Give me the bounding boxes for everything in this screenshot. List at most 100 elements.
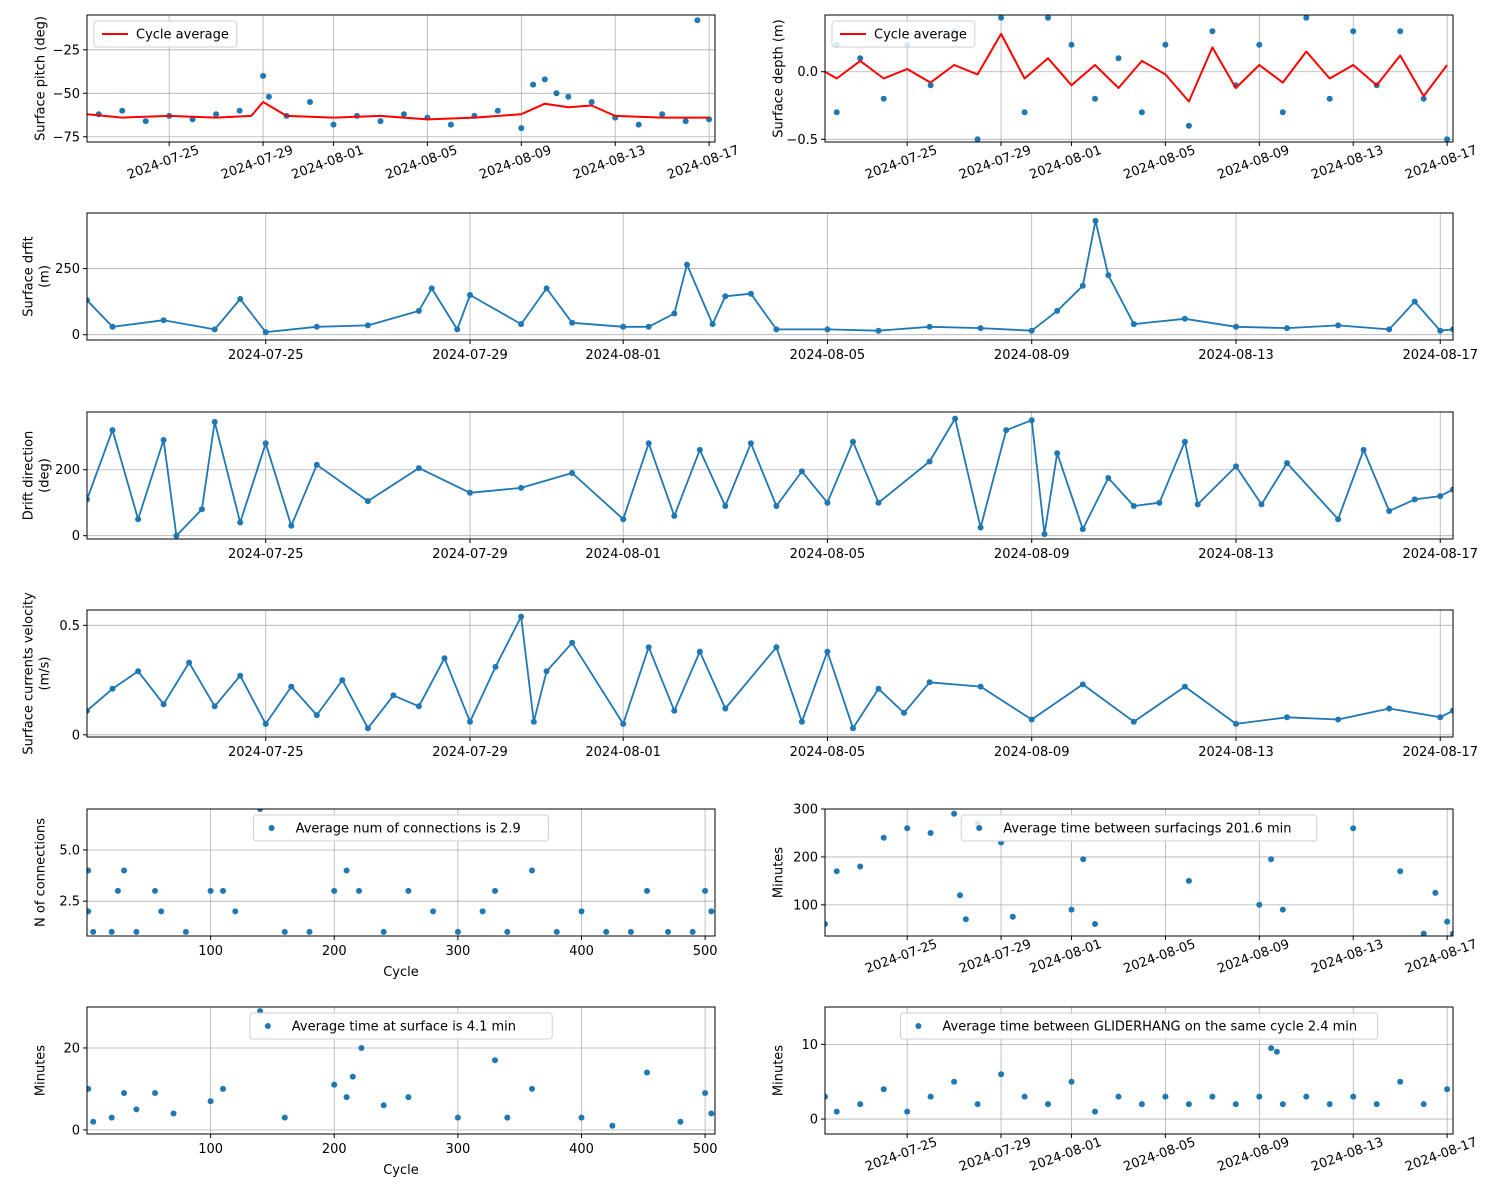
data-point: [569, 639, 576, 646]
data-point: [121, 867, 128, 874]
data-point: [926, 458, 933, 465]
chart-p3: 0 250 2024-07-25 2024-07-29 2024-08-01 2024-0…: [21, 212, 1478, 363]
data-point: [518, 484, 525, 491]
axes-frame: [824, 808, 1454, 937]
data-point: [313, 712, 320, 719]
x-tick-label: 2024-07-29: [219, 143, 295, 183]
data-point: [850, 725, 856, 732]
x-tick-label: 2024-08-05: [790, 745, 866, 760]
data-point: [677, 1118, 684, 1125]
series-line-p4-0: [87, 417, 1453, 537]
data-point: [281, 928, 288, 935]
data-point: [798, 468, 805, 475]
data-point: [1284, 714, 1290, 721]
data-point: [1256, 41, 1263, 48]
x-tick-label: 200: [322, 944, 347, 959]
data-point: [380, 1102, 387, 1109]
data-point: [1350, 28, 1357, 35]
x-tick-label: 2024-08-09: [1215, 1135, 1291, 1175]
data-point: [213, 111, 220, 118]
plot-area-p4: [87, 415, 1453, 539]
x-tick-label: 2024-07-29: [957, 143, 1033, 183]
legend-dot-swatch: [915, 1023, 922, 1029]
data-point: [722, 293, 729, 300]
chart-p5: 0 0.5 2024-07-25 2024-07-29 2024-08-01 2024-0…: [21, 592, 1478, 760]
x-tick-label: 2024-08-05: [384, 143, 460, 183]
data-point: [1326, 95, 1333, 102]
data-point: [530, 718, 537, 725]
data-point: [90, 1118, 97, 1125]
y-tick-label: 0: [810, 1113, 818, 1128]
data-point: [504, 928, 511, 935]
data-point: [1233, 323, 1239, 330]
data-point: [428, 285, 435, 292]
data-point: [1386, 326, 1393, 333]
data-point: [1068, 41, 1075, 48]
x-tick-label: 2024-08-09: [477, 143, 553, 183]
plot-area-p1: [87, 17, 713, 132]
axes-frame: [86, 1006, 716, 1135]
data-point: [492, 663, 499, 670]
data-point: [709, 321, 716, 328]
data-point: [454, 928, 461, 935]
x-tick-label: 2024-08-05: [790, 547, 866, 562]
x-tick-label: 400: [569, 944, 594, 959]
data-point: [857, 55, 864, 62]
data-point: [1092, 1108, 1098, 1115]
data-point: [160, 317, 167, 324]
y-axis-label: Surface currents velocity(m/s): [21, 592, 52, 755]
series-line-p5-0: [87, 615, 1453, 730]
data-point: [850, 438, 856, 445]
data-point: [1105, 272, 1112, 279]
data-point: [1437, 714, 1444, 721]
data-point: [1350, 825, 1357, 832]
data-point: [87, 1085, 92, 1092]
y-tick-label: −25: [53, 43, 80, 58]
data-point: [135, 516, 142, 523]
data-point: [951, 1078, 958, 1085]
data-point: [87, 908, 92, 915]
data-point: [207, 887, 214, 894]
data-point: [927, 1093, 934, 1100]
data-point: [405, 887, 412, 894]
x-tick-label: 2024-08-01: [1028, 937, 1104, 977]
data-point: [1437, 327, 1444, 334]
data-point: [160, 437, 167, 443]
data-point: [857, 1101, 864, 1108]
data-point: [998, 15, 1005, 21]
x-tick-label: 2024-07-25: [863, 937, 939, 977]
legend-dot-swatch: [976, 825, 983, 831]
data-point: [998, 1071, 1005, 1078]
chart-p8: 0 20 100 200 300 400 500 Minutes Cycle Average ti…: [34, 1006, 718, 1178]
data-point: [1092, 921, 1098, 927]
data-point: [257, 809, 264, 812]
legend: Average time at surface is 4.1 min: [249, 1012, 553, 1040]
data-point: [1232, 1101, 1239, 1108]
x-tick-label: 500: [693, 1142, 718, 1157]
data-point: [702, 1090, 709, 1096]
data-point: [364, 498, 371, 505]
x-tick-label: 2024-08-09: [1215, 937, 1291, 977]
data-point: [1009, 913, 1016, 920]
y-tick-label: 300: [793, 803, 818, 818]
data-point: [620, 323, 627, 330]
data-point: [479, 908, 486, 915]
legend-box: [899, 1012, 1379, 1040]
data-point: [773, 644, 780, 651]
data-point: [904, 1108, 911, 1115]
data-point: [1444, 136, 1451, 142]
data-point: [87, 707, 90, 714]
data-point: [207, 1098, 214, 1105]
x-tick-label: 300: [445, 944, 470, 959]
data-point: [553, 90, 560, 97]
data-point: [262, 329, 269, 336]
data-point: [467, 292, 473, 298]
data-point: [620, 516, 627, 523]
x-tick-label: 2024-08-01: [585, 745, 661, 760]
data-point: [1450, 707, 1453, 714]
data-point: [1181, 683, 1188, 690]
y-tick-label: −75: [53, 130, 80, 145]
data-point: [553, 928, 560, 935]
